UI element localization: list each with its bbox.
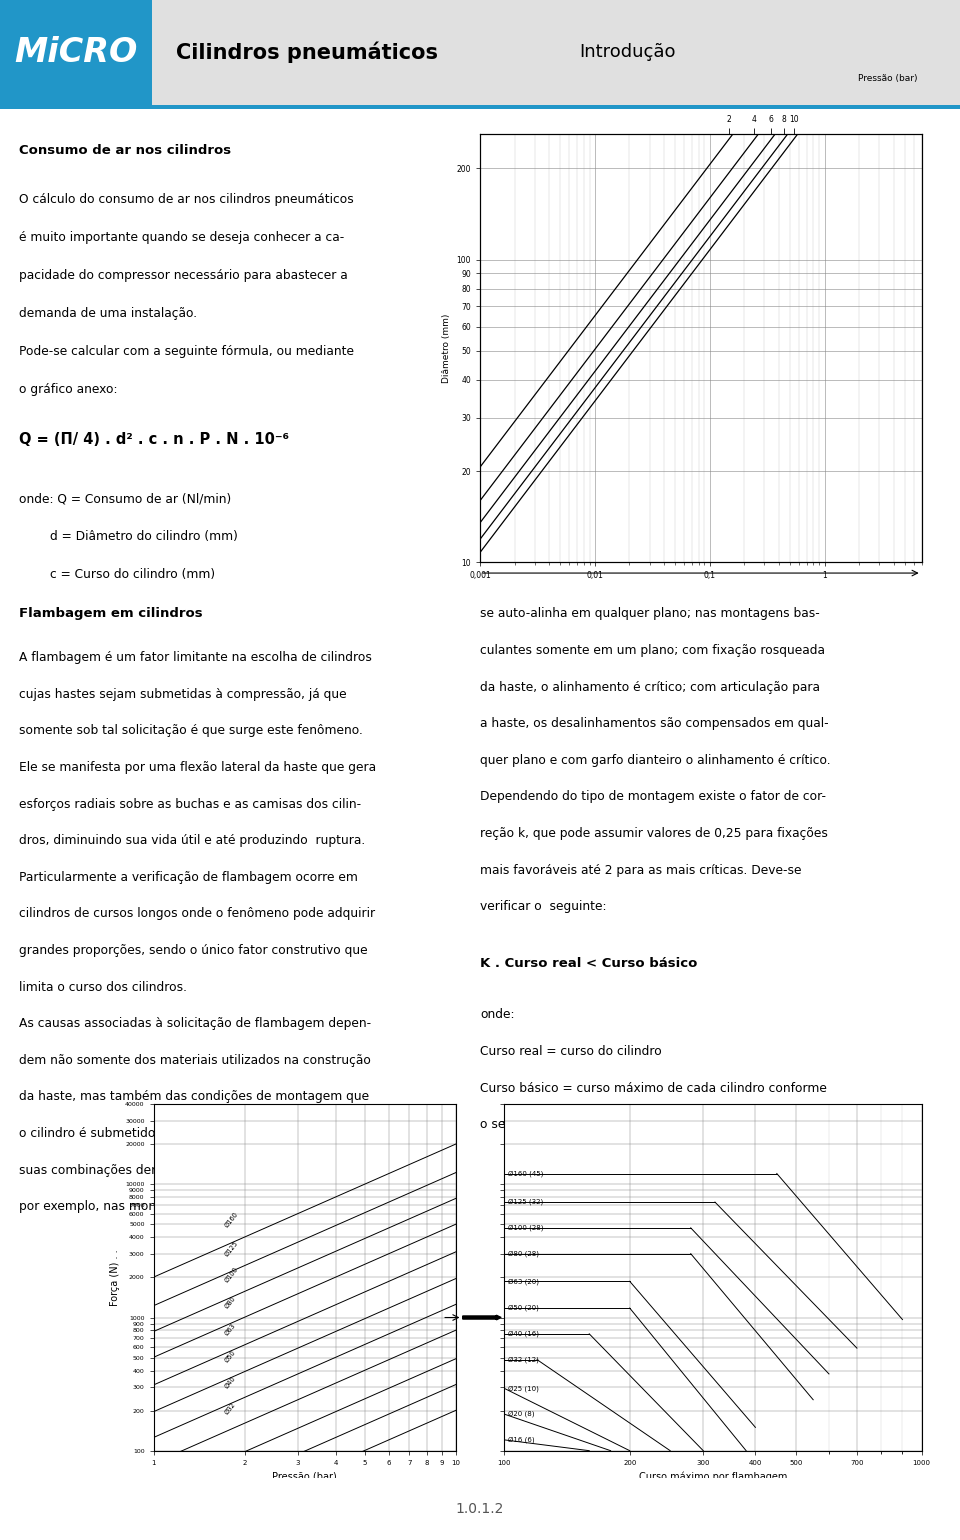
Text: da haste, o alinhamento é crítico; com articulação para: da haste, o alinhamento é crítico; com a…	[480, 681, 820, 693]
Text: dros, diminuindo sua vida útil e até produzindo  ruptura.: dros, diminuindo sua vida útil e até pro…	[19, 835, 366, 847]
Text: Pode-se calcular com a seguinte fórmula, ou mediante: Pode-se calcular com a seguinte fórmula,…	[19, 345, 354, 357]
Text: Ø50 (20): Ø50 (20)	[508, 1304, 539, 1312]
Text: Ø25 (10): Ø25 (10)	[508, 1384, 539, 1392]
Text: Ø50: Ø50	[224, 1349, 236, 1363]
Text: limita o curso dos cilindros.: limita o curso dos cilindros.	[19, 981, 187, 993]
Y-axis label: Diâmetro (mm): Diâmetro (mm)	[442, 313, 451, 383]
Text: grandes proporções, sendo o único fator construtivo que: grandes proporções, sendo o único fator …	[19, 944, 368, 956]
Text: a haste, os desalinhamentos são compensados em qual-: a haste, os desalinhamentos são compensa…	[480, 718, 828, 730]
Text: o seu diâmetro.: o seu diâmetro.	[480, 1118, 576, 1132]
Text: pacidade do compressor necessário para abastecer a: pacidade do compressor necessário para a…	[19, 270, 348, 282]
Text: onde:: onde:	[480, 1009, 515, 1021]
Text: Ø32: Ø32	[224, 1401, 236, 1415]
X-axis label: Consumo de ar (Nl/mm de curso): Consumo de ar (Nl/mm de curso)	[626, 598, 776, 605]
Text: o gráfico anexo:: o gráfico anexo:	[19, 382, 118, 396]
Text: Ø100: Ø100	[224, 1266, 239, 1283]
Text: Ele se manifesta por uma flexão lateral da haste que gera: Ele se manifesta por uma flexão lateral …	[19, 761, 376, 775]
Text: (N=1 para simples ação, N=2 para dupla ação): (N=1 para simples ação, N=2 para dupla a…	[19, 719, 352, 733]
Text: Ø40: Ø40	[224, 1375, 236, 1389]
Text: verificar o  seguinte:: verificar o seguinte:	[480, 901, 607, 913]
Text: suas combinações demonstram-se resistentes ao efeito,: suas combinações demonstram-se resistent…	[19, 1164, 367, 1177]
X-axis label: Pressão (bar): Pressão (bar)	[273, 1471, 337, 1481]
Text: dem não somente dos materiais utilizados na construção: dem não somente dos materiais utilizados…	[19, 1053, 372, 1067]
Text: Curso real = curso do cilindro: Curso real = curso do cilindro	[480, 1046, 661, 1058]
Text: Ø100 (28): Ø100 (28)	[508, 1224, 543, 1230]
Text: da haste, mas também das condições de montagem que: da haste, mas também das condições de mo…	[19, 1090, 370, 1103]
Text: N = Número de ações do cilindro: N = Número de ações do cilindro	[19, 682, 252, 695]
Y-axis label: Força (N) . .: Força (N) . .	[109, 1249, 119, 1306]
Text: onde: Q = Consumo de ar (Nl/min): onde: Q = Consumo de ar (Nl/min)	[19, 493, 231, 505]
Text: por exemplo, nas montagens com articulação, o cilindro: por exemplo, nas montagens com articulaç…	[19, 1200, 364, 1214]
Text: Curso básico = curso máximo de cada cilindro conforme: Curso básico = curso máximo de cada cili…	[480, 1081, 827, 1095]
Text: esforços radiais sobre as buchas e as camisas dos cilin-: esforços radiais sobre as buchas e as ca…	[19, 798, 361, 810]
Text: n = Número de ciclos completos por minuto: n = Número de ciclos completos por minut…	[19, 607, 321, 619]
Text: mais favoráveis até 2 para as mais críticas. Deve-se: mais favoráveis até 2 para as mais críti…	[480, 864, 802, 876]
Text: P = Pressão absoluta=Pressão relativa de trabalho + 1 bar: P = Pressão absoluta=Pressão relativa de…	[19, 644, 412, 658]
Text: Introdução: Introdução	[579, 43, 676, 62]
Text: se auto-alinha em qualquer plano; nas montagens bas-: se auto-alinha em qualquer plano; nas mo…	[480, 607, 820, 621]
Text: Ø160: Ø160	[224, 1210, 239, 1229]
Text: é muito importante quando se deseja conhecer a ca-: é muito importante quando se deseja conh…	[19, 231, 345, 245]
Text: O cálculo do consumo de ar nos cilindros pneumáticos: O cálculo do consumo de ar nos cilindros…	[19, 192, 354, 206]
Text: Cilindros pneumáticos: Cilindros pneumáticos	[176, 42, 438, 63]
Text: demanda de uma instalação.: demanda de uma instalação.	[19, 306, 198, 320]
Text: quer plano e com garfo dianteiro o alinhamento é crítico.: quer plano e com garfo dianteiro o alinh…	[480, 755, 830, 767]
Text: Pressão (bar): Pressão (bar)	[857, 74, 917, 83]
Text: reção k, que pode assumir valores de 0,25 para fixações: reção k, que pode assumir valores de 0,2…	[480, 827, 828, 839]
Text: A flambagem é um fator limitante na escolha de cilindros: A flambagem é um fator limitante na esco…	[19, 651, 372, 664]
Text: c = Curso do cilindro (mm): c = Curso do cilindro (mm)	[19, 568, 215, 581]
Text: Q = (Π/ 4) . d² . c . n . P . N . 10⁻⁶: Q = (Π/ 4) . d² . c . n . P . N . 10⁻⁶	[19, 431, 289, 447]
Text: Ø80: Ø80	[224, 1295, 236, 1309]
Text: Ø80 (28): Ø80 (28)	[508, 1250, 539, 1257]
Text: As causas associadas à solicitação de flambagem depen-: As causas associadas à solicitação de fl…	[19, 1016, 372, 1030]
Text: Ø63: Ø63	[224, 1323, 236, 1337]
Text: Consumo de ar nos cilindros: Consumo de ar nos cilindros	[19, 145, 231, 157]
Text: Ø40 (16): Ø40 (16)	[508, 1331, 539, 1337]
Text: K . Curso real < Curso básico: K . Curso real < Curso básico	[480, 956, 697, 970]
Text: somente sob tal solicitação é que surge este fenômeno.: somente sob tal solicitação é que surge …	[19, 724, 363, 738]
Text: d = Diâmetro do cilindro (mm): d = Diâmetro do cilindro (mm)	[19, 530, 238, 544]
Text: Flambagem em cilindros: Flambagem em cilindros	[19, 607, 203, 621]
Text: Ø16 (6): Ø16 (6)	[508, 1437, 534, 1443]
Text: o cilindro é submetido. Certos tipos de montagens ou: o cilindro é submetido. Certos tipos de …	[19, 1127, 348, 1140]
Text: culantes somente em um plano; com fixação rosqueada: culantes somente em um plano; com fixaçã…	[480, 644, 825, 658]
Text: Particularmente a verificação de flambagem ocorre em: Particularmente a verificação de flambag…	[19, 870, 358, 884]
Text: Ø20 (8): Ø20 (8)	[508, 1411, 534, 1417]
Text: Dependendo do tipo de montagem existe o fator de cor-: Dependendo do tipo de montagem existe o …	[480, 790, 826, 804]
Text: cilindros de cursos longos onde o fenômeno pode adquirir: cilindros de cursos longos onde o fenôme…	[19, 907, 375, 921]
X-axis label: Curso máximo por flambagem: Curso máximo por flambagem	[638, 1471, 787, 1481]
Text: cujas hastes sejam submetidas à compressão, já que: cujas hastes sejam submetidas à compress…	[19, 688, 347, 701]
Text: Ø125 (32): Ø125 (32)	[508, 1198, 542, 1206]
Text: Ø125: Ø125	[224, 1240, 239, 1258]
Text: MiCRO: MiCRO	[14, 35, 137, 69]
Text: Ø63 (20): Ø63 (20)	[508, 1278, 539, 1284]
Text: 1.0.1.2: 1.0.1.2	[456, 1502, 504, 1517]
Text: Ø32 (12): Ø32 (12)	[508, 1357, 539, 1363]
Text: Ø160 (45): Ø160 (45)	[508, 1170, 543, 1177]
